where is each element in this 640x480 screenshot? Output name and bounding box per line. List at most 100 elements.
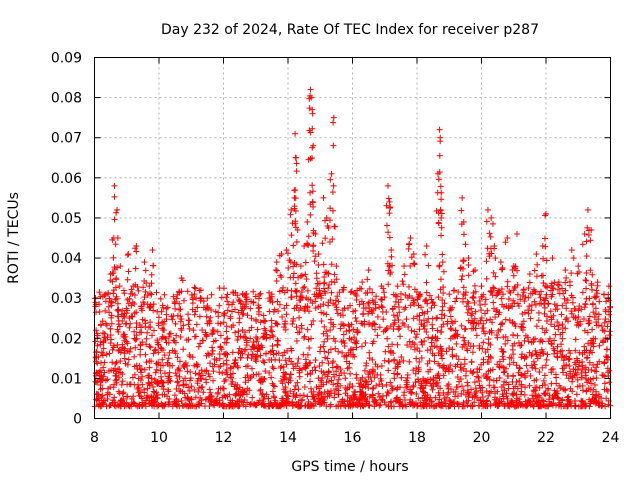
data-point-cluster [440, 268, 447, 275]
data-point-cluster [562, 287, 569, 294]
data-point-band [358, 343, 365, 350]
data-point-band [489, 319, 496, 326]
data-point-cluster [429, 334, 436, 341]
data-point-band [208, 306, 215, 313]
data-point-band [557, 348, 564, 355]
data-point-band [220, 360, 227, 367]
data-point-cluster [459, 265, 466, 272]
data-point-cluster [224, 335, 231, 342]
data-point-cluster [113, 264, 120, 271]
data-point-band [200, 389, 207, 396]
data-point-band [524, 368, 531, 375]
data-point-band [425, 368, 432, 375]
data-point-band [391, 356, 398, 363]
data-point-band [348, 346, 355, 353]
data-point-cluster [437, 206, 444, 213]
data-point-band [518, 341, 525, 348]
data-point-cluster [209, 347, 216, 354]
data-point-band [150, 388, 157, 395]
data-point-cluster [556, 290, 563, 297]
data-point-band [275, 308, 282, 315]
data-point-band [224, 393, 231, 400]
data-point-cluster [274, 298, 281, 305]
data-point-cluster [235, 328, 242, 335]
data-point-band [232, 392, 239, 399]
data-point-cluster [248, 355, 255, 362]
data-point-cluster [460, 231, 467, 238]
data-point-band [481, 301, 488, 308]
y-axis-title: ROTI / TECUs [6, 192, 22, 284]
data-point-band [371, 398, 378, 405]
data-point-cluster [437, 183, 444, 190]
data-point-band [101, 369, 108, 376]
data-point-band [550, 345, 557, 352]
data-point-cluster [333, 306, 340, 313]
data-point-cluster [293, 168, 300, 175]
data-point-cluster [554, 281, 561, 288]
data-point-band [137, 351, 144, 358]
data-point [333, 263, 340, 270]
data-point-band [416, 291, 423, 298]
data-point-cluster [547, 287, 554, 294]
data-point-cluster [147, 319, 154, 326]
data-point-band [462, 372, 469, 379]
data-point-band [402, 401, 409, 408]
data-point-band [514, 385, 521, 392]
data-point [562, 267, 569, 274]
data-point [484, 206, 491, 213]
data-point-band [306, 378, 313, 385]
data-point-cluster [196, 313, 203, 320]
data-point-cluster [483, 275, 490, 282]
data-point-band [421, 325, 428, 332]
data-point-cluster [292, 195, 299, 202]
data-point-cluster [223, 328, 230, 335]
data-point-band [406, 338, 413, 345]
data-point-band [414, 402, 421, 409]
data-point-cluster [410, 299, 417, 306]
data-point-band [558, 341, 565, 348]
data-point-band [587, 400, 594, 407]
data-point-band [268, 374, 275, 381]
data-point-band [323, 311, 330, 318]
data-point-cluster [139, 307, 146, 314]
data-point-cluster [293, 261, 300, 268]
data-point-band [439, 297, 446, 304]
data-point-band [531, 361, 538, 368]
data-point-band [591, 381, 598, 388]
data-point-band [261, 375, 268, 382]
data-point-band [440, 389, 447, 396]
data-point-band [181, 361, 188, 368]
data-point-band [308, 321, 315, 328]
data-point-cluster [360, 300, 367, 307]
data-point-band [324, 332, 331, 339]
data-point-band [567, 350, 574, 357]
data-point-band [452, 298, 459, 305]
data-point-band [568, 310, 575, 317]
data-point-band [322, 354, 329, 361]
data-point-band [149, 332, 156, 339]
data-point-cluster [305, 233, 312, 240]
data-point-cluster [435, 219, 442, 226]
y-axis: 00.010.020.030.040.050.060.070.080.09 [51, 51, 611, 428]
data-point-band [565, 375, 572, 382]
data-point-cluster [276, 252, 283, 259]
data-point-cluster [126, 295, 133, 302]
data-point-cluster [490, 305, 497, 312]
data-point-band [359, 384, 366, 391]
data-point-band [344, 385, 351, 392]
data-point-band [144, 392, 151, 399]
data-point-band [216, 401, 223, 408]
data-point-band [458, 367, 465, 374]
data-point-band [473, 388, 480, 395]
data-point-band [188, 383, 195, 390]
data-point-band [572, 347, 579, 354]
data-point-cluster [273, 277, 280, 284]
data-point-band [581, 343, 588, 350]
data-point-band [146, 290, 153, 297]
data-point-band [274, 337, 281, 344]
data-point-band [519, 292, 526, 299]
data-point-cluster [141, 278, 148, 285]
data-point-band [428, 304, 435, 311]
data-point-band [186, 387, 193, 394]
data-point-cluster [541, 235, 548, 242]
